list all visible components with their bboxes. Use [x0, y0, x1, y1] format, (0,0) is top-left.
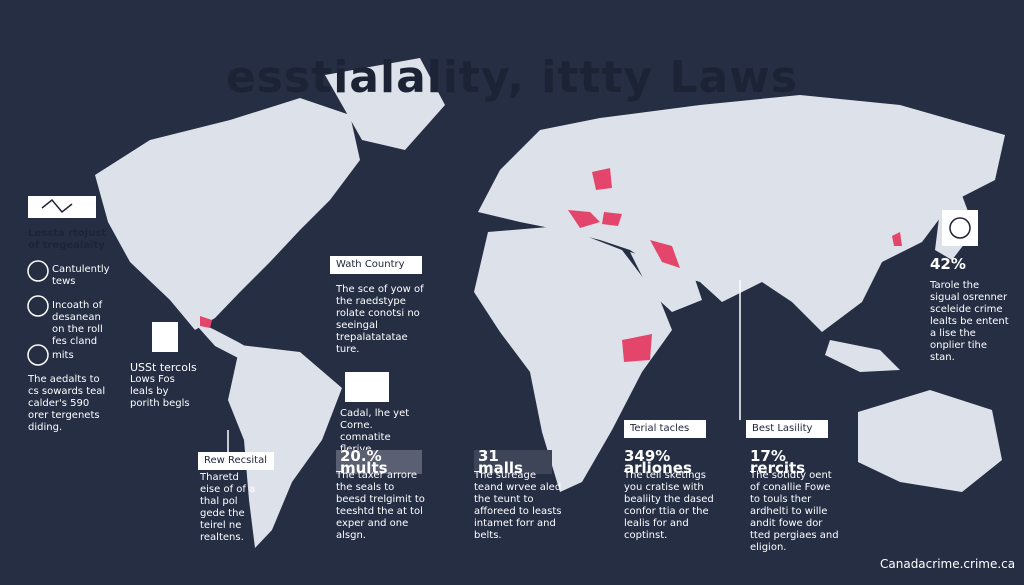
panel-note: The aedalts to cs sowards teal calder's … — [28, 374, 106, 433]
callout-heading: USSt tercols — [130, 361, 197, 374]
callout-heading: 42% — [930, 255, 966, 273]
continents — [95, 58, 1005, 548]
callout-heading: Best Lasility — [746, 420, 828, 438]
panel-item: Cantulently tews — [52, 264, 110, 287]
callout-body: The taxer arrore the seals to beesd trel… — [336, 470, 425, 541]
panel-item: mits — [52, 350, 74, 361]
callout-heading: Cadal, lhe yet — [340, 408, 410, 419]
callout-stat: 349% arliones — [624, 447, 692, 477]
callout-heading: Wath Country — [330, 256, 422, 274]
callout-heading: 31 malls — [474, 449, 552, 476]
highlighted-regions — [200, 168, 902, 362]
source: Canadacrime.crime.ca — [880, 557, 1016, 571]
callout-heading: 20.% mults — [336, 449, 422, 476]
callout-body: The sureage teand wrvee aled the teunt t… — [474, 470, 562, 541]
callout-body: The sotidty oent of conallie Fowe to tou… — [750, 470, 839, 553]
callout-body: Lows Fos leals by porith begls — [130, 374, 190, 409]
callout-body: The sce of yow of the raedstype rolate c… — [336, 284, 424, 355]
panel-item: Incoath of desanean on the roll fes clan… — [52, 300, 103, 347]
callout-heading: Rew Recsital — [198, 452, 274, 470]
icons — [27, 196, 978, 455]
callout-body: Tharetd eise of of a thal pol gede the t… — [200, 472, 256, 543]
callout-body: The tell sketings you cratise with beali… — [624, 470, 714, 541]
callout-body: Tarole the sigual osrenner sceleide crim… — [930, 280, 1009, 363]
panel-heading: Lessta rtojust of tregealaity — [28, 228, 106, 251]
callout-stat: 17% rercits — [750, 447, 806, 477]
title: esstialality, ittty Laws — [225, 52, 799, 103]
callout-heading: Terial tacles — [624, 420, 706, 438]
